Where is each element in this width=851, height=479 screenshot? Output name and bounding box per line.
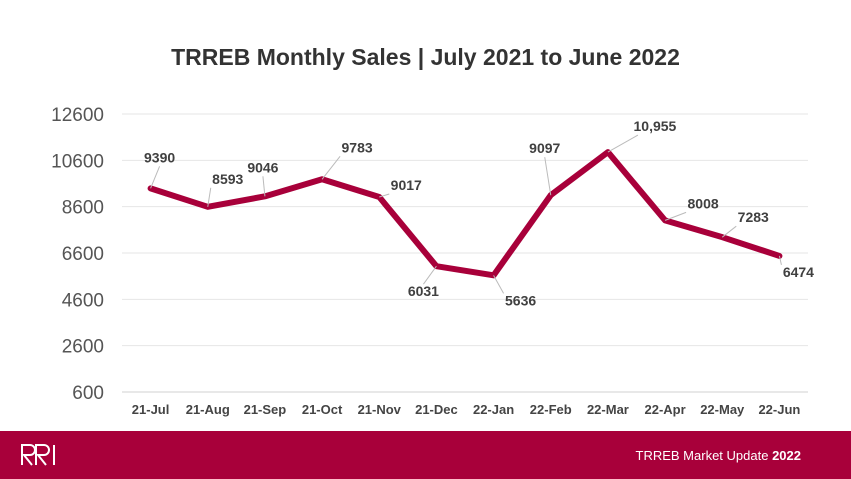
footer-caption-main: TRREB Market Update: [635, 448, 769, 463]
y-tick-label: 12600: [51, 105, 104, 126]
label-leader-line: [379, 193, 390, 198]
footer-caption-year: 2022: [772, 448, 801, 463]
label-leader-line: [607, 134, 639, 153]
y-tick-label: 8600: [62, 198, 104, 219]
x-tick-label: 21-Jul: [132, 402, 170, 417]
line-chart: 12600 10600 8600 6600 4600 2600 600 21-Jul 21-A…: [51, 105, 814, 417]
label-leader-line: [544, 157, 552, 196]
label-leader-line: [423, 265, 437, 285]
x-tick-label: 21-Nov: [358, 402, 402, 417]
grid-lines: [122, 113, 808, 393]
x-axis-ticks: 21-Jul 21-Aug 21-Sep 21-Oct 21-Nov 21-Dec 22-J…: [132, 402, 801, 417]
x-tick-label: 21-Sep: [244, 402, 287, 417]
label-leader-line: [493, 275, 505, 294]
y-tick-label: 2600: [62, 337, 104, 358]
series-polyline: [147, 149, 783, 279]
data-label: 9046: [247, 159, 278, 175]
y-tick-label: 4600: [62, 290, 104, 311]
data-label: 7283: [738, 209, 769, 225]
x-tick-label: 21-Dec: [415, 402, 458, 417]
data-label: 9097: [529, 140, 560, 156]
label-leader-line: [321, 155, 341, 180]
y-axis-ticks: 12600 10600 8600 6600 4600 2600 600: [51, 105, 104, 404]
label-leader-line: [721, 225, 737, 238]
x-tick-label: 21-Oct: [302, 402, 343, 417]
y-tick-label: 600: [72, 383, 104, 404]
data-label: 9390: [144, 149, 175, 165]
chart-title: TRREB Monthly Sales | July 2021 to June …: [171, 44, 680, 70]
label-leader-line: [150, 166, 161, 189]
rri-logo-icon: [21, 444, 55, 466]
data-label: 5636: [505, 292, 536, 308]
x-tick-label: 22-Mar: [587, 402, 629, 417]
data-label: 8593: [212, 171, 243, 187]
data-label: 8008: [688, 195, 719, 211]
data-label: 9783: [342, 139, 373, 155]
series-line: [147, 149, 783, 279]
data-label: 10,955: [634, 118, 677, 134]
x-tick-label: 22-Apr: [644, 402, 685, 417]
data-label: 6474: [783, 264, 814, 280]
label-leader-lines: [150, 134, 782, 294]
x-tick-label: 22-Feb: [530, 402, 572, 417]
label-leader-line: [664, 211, 687, 221]
x-tick-label: 21-Aug: [186, 402, 230, 417]
label-leader-line: [778, 255, 782, 266]
x-tick-label: 22-Jan: [473, 402, 514, 417]
footer-caption: TRREB Market Update 2022: [636, 448, 801, 463]
data-label: 6031: [408, 283, 439, 299]
label-leader-line: [262, 176, 266, 197]
x-tick-label: 22-May: [700, 402, 745, 417]
label-leader-line: [207, 187, 212, 207]
footer-bar: TRREB Market Update 2022: [0, 431, 851, 479]
y-tick-label: 6600: [62, 244, 104, 265]
x-tick-label: 22-Jun: [758, 402, 800, 417]
y-tick-label: 10600: [51, 151, 104, 172]
data-label: 9017: [391, 177, 422, 193]
